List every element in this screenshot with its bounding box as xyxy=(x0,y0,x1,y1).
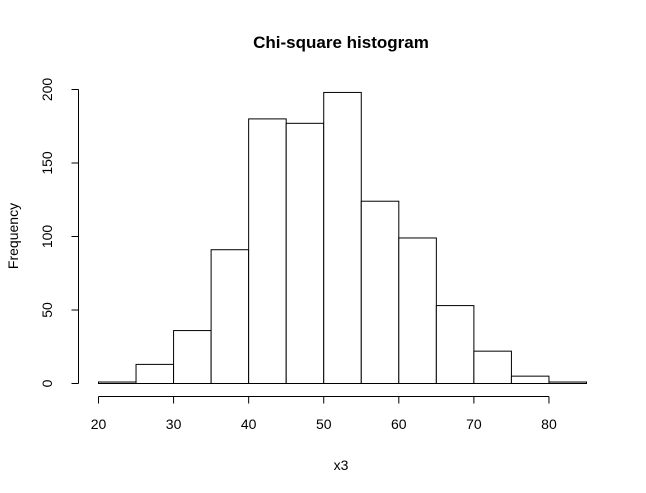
histogram-bar xyxy=(548,381,588,384)
histogram-bar xyxy=(135,363,175,385)
x-tick-label: 50 xyxy=(316,416,332,432)
x-tick-label: 40 xyxy=(241,416,257,432)
y-axis: 0 50 100 150 200 xyxy=(39,78,79,387)
histogram-bar xyxy=(285,122,325,384)
histogram-bar xyxy=(435,305,475,384)
x-tick-label: 30 xyxy=(166,416,182,432)
y-tick-label: 200 xyxy=(39,78,55,102)
bars-group xyxy=(98,91,588,385)
histogram-bar xyxy=(248,118,287,385)
histogram-bar xyxy=(323,91,362,384)
x-axis-label: x3 xyxy=(334,457,349,473)
y-axis-label: Frequency xyxy=(5,203,21,269)
y-tick-label: 50 xyxy=(39,302,55,318)
chart-title: Chi-square histogram xyxy=(253,33,429,52)
x-tick-label: 20 xyxy=(91,416,107,432)
y-tick-label: 100 xyxy=(39,225,55,249)
histogram-bar xyxy=(98,381,137,384)
histogram-bar xyxy=(510,375,550,384)
histogram-bar xyxy=(360,200,400,384)
y-tick-label: 150 xyxy=(39,151,55,175)
x-tick-label: 60 xyxy=(391,416,407,432)
y-tick-label: 0 xyxy=(39,379,55,387)
x-tick-label: 80 xyxy=(541,416,557,432)
x-axis: 20 30 40 50 60 70 80 xyxy=(91,396,557,432)
histogram-bar xyxy=(210,249,250,384)
x-tick-label: 70 xyxy=(466,416,482,432)
histogram-bar xyxy=(398,237,437,384)
histogram-bar xyxy=(473,350,512,385)
histogram-bar xyxy=(173,330,212,384)
